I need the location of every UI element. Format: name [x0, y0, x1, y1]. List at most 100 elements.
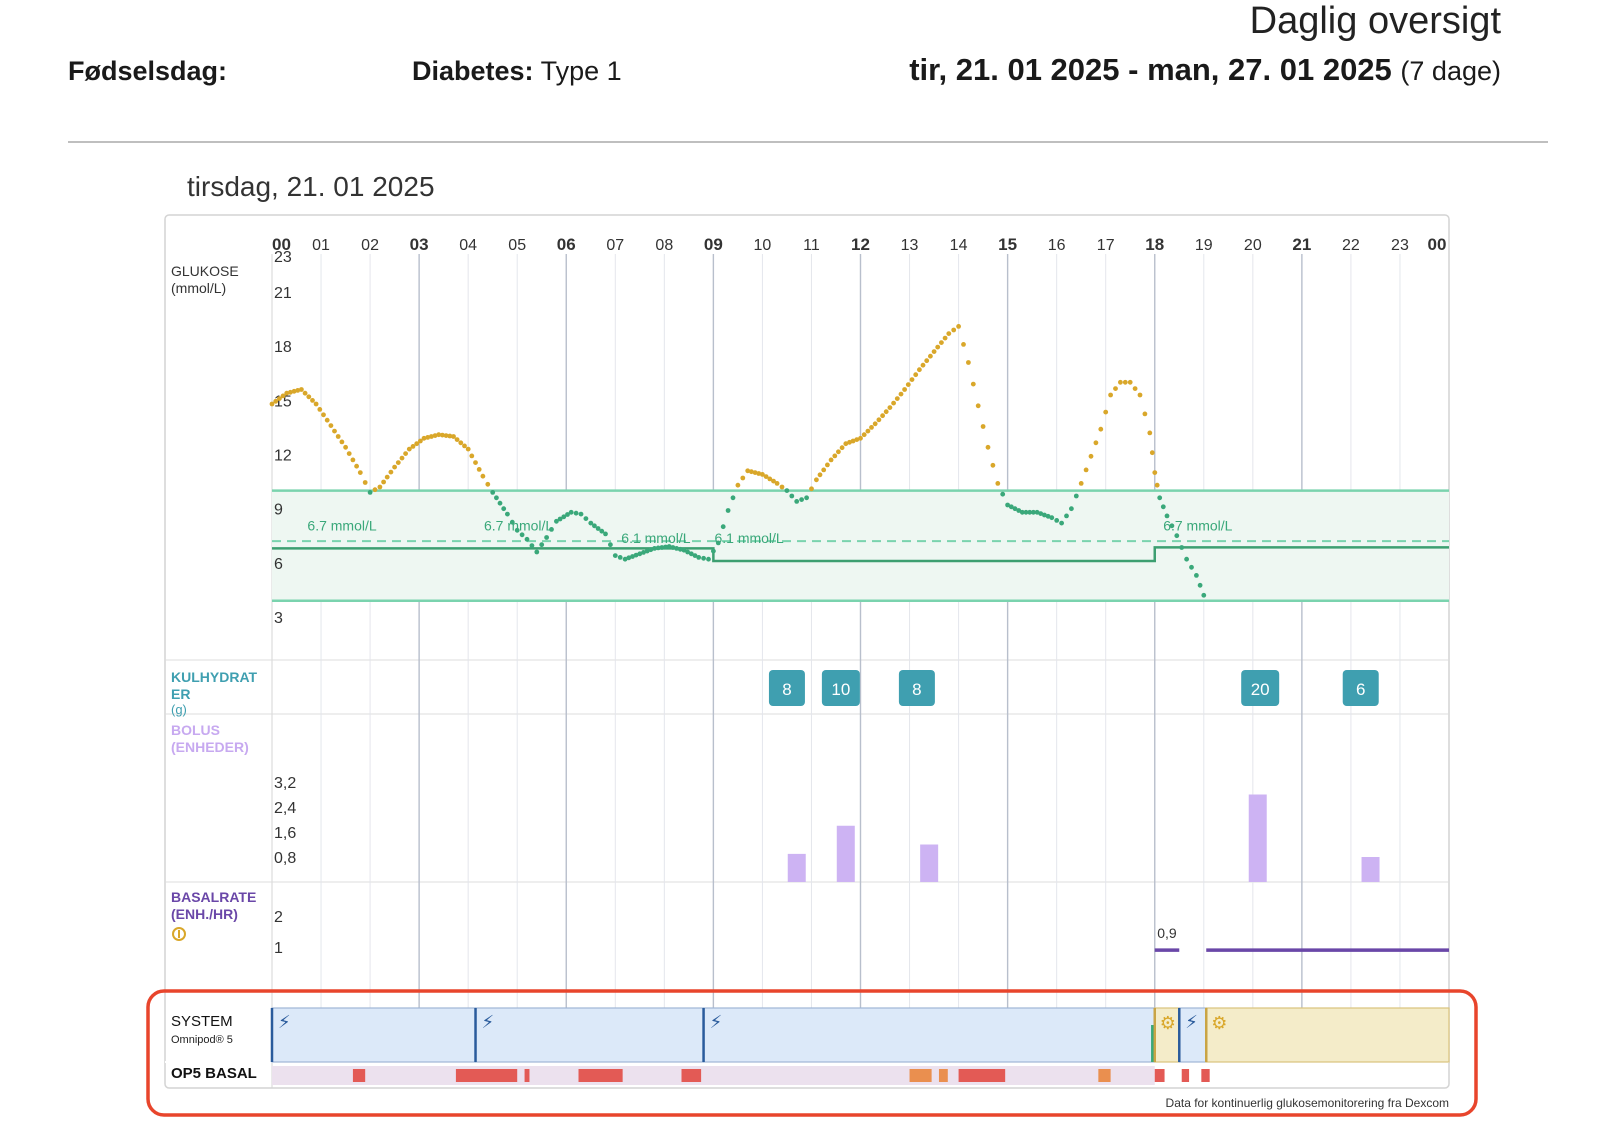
hour-tick-label: 00: [272, 235, 291, 254]
glucose-point: [1088, 453, 1094, 459]
basal-section-label: BASALRATE: [171, 889, 256, 905]
page-title: Daglig oversigt: [1249, 0, 1501, 42]
glucose-point: [529, 543, 535, 548]
glucose-point: [701, 555, 706, 561]
glucose-point: [985, 444, 991, 450]
glucose-point: [277, 396, 282, 401]
carb-entry-badge: [768, 670, 805, 706]
basal-y-tick: 1: [274, 940, 283, 957]
glucose-point: [454, 437, 460, 442]
glucose-point: [970, 381, 976, 387]
diabetes-label: Diabetes:: [412, 56, 534, 86]
glucose-point: [980, 424, 986, 429]
glucose-point: [1122, 379, 1128, 385]
glucose-point: [730, 495, 736, 501]
bolus-bar: [920, 844, 939, 882]
glucose-point: [1012, 506, 1018, 512]
glucose-point: [641, 550, 646, 555]
glucose-point: [696, 555, 702, 560]
glucose-point: [588, 520, 594, 526]
carb-entry-value: 6: [1356, 680, 1365, 699]
glucose-point: [876, 417, 882, 423]
chart-frame: [164, 214, 1450, 1089]
system-device-label: Omnipod® 5: [171, 1034, 233, 1046]
carb-entry-badge: [821, 670, 860, 706]
glucose-point: [354, 463, 359, 469]
glucose-point: [1078, 481, 1084, 486]
hour-tick-label: 11: [803, 237, 820, 254]
glucose-point: [839, 445, 845, 451]
glucose-point: [817, 472, 823, 478]
glucose-point: [1054, 518, 1060, 523]
glucose-point: [854, 437, 860, 442]
glucose-point: [794, 499, 800, 504]
bolus-bar: [836, 825, 855, 882]
hour-tick-label: 14: [950, 237, 968, 254]
glucose-point: [595, 526, 601, 531]
glucose-point: [666, 544, 672, 549]
glucose-point: [843, 441, 849, 447]
glucose-point: [280, 393, 286, 399]
hour-tick-label: 09: [704, 235, 723, 254]
glucose-point: [429, 434, 434, 439]
glucose-point: [346, 451, 352, 456]
glucose-point: [1059, 520, 1064, 526]
carb-entry-badge: [898, 670, 935, 706]
birthday-label: Fødselsdag:: [68, 56, 228, 86]
glucose-point: [1073, 493, 1079, 499]
glucose-point: [1083, 467, 1089, 473]
glucose-point: [692, 553, 698, 558]
glucose-point: [1169, 523, 1175, 529]
glucose-point: [1064, 513, 1069, 519]
glucose-point: [418, 438, 423, 444]
op5-suspended-bar: [524, 1069, 530, 1082]
glucose-point: [473, 460, 478, 465]
bolus-bar: [1361, 857, 1380, 882]
glucose-point: [858, 435, 863, 441]
glucose-point: [269, 401, 275, 407]
glucose-point: [568, 509, 574, 515]
target-annotation: 6.1 mmol/L: [714, 530, 783, 546]
glucose-point: [367, 490, 373, 495]
glucose-point: [677, 546, 683, 552]
system-automated-segment: [271, 1007, 477, 1063]
glucose-point: [774, 481, 780, 486]
day-title: tirsdag, 21. 01 2025: [187, 171, 435, 202]
glucose-point: [480, 473, 486, 479]
glucose-point: [1045, 513, 1051, 519]
carb-entry-value: 8: [912, 680, 921, 699]
system-automated-segment: [474, 1007, 705, 1063]
date-range-days: (7 dage): [1400, 56, 1501, 86]
glucose-point: [804, 495, 809, 501]
lightning-icon: ⚡: [278, 1012, 291, 1032]
target-glucose-line: [272, 546, 1449, 563]
glucose-point: [752, 470, 758, 475]
glucose-point: [399, 455, 405, 461]
glucose-point: [561, 514, 567, 520]
glucose-point: [350, 457, 356, 463]
glucose-point: [357, 470, 363, 475]
glucose-point: [961, 342, 966, 347]
hour-tick-label: 20: [1244, 237, 1262, 254]
glucose-point: [381, 479, 386, 485]
glucose-point: [706, 556, 711, 562]
glucose-y-tick: 9: [274, 502, 283, 519]
carb-entry-badge: [1342, 670, 1379, 706]
glucose-point: [935, 344, 941, 350]
glucose-point: [735, 482, 741, 488]
glucose-point: [494, 495, 499, 501]
glucose-point: [392, 464, 397, 470]
basal-y-tick: 2: [274, 909, 283, 926]
hour-tick-label: 23: [1391, 237, 1409, 254]
glucose-point: [1108, 392, 1113, 398]
glucose-point: [388, 469, 394, 475]
carbs-section-label: ER: [171, 686, 190, 702]
glucose-point: [644, 548, 650, 554]
glucose-point: [549, 527, 554, 532]
glucose-point: [321, 412, 326, 418]
op5-suspended-bar: [578, 1069, 623, 1082]
glucose-section-label: GLUKOSE: [171, 263, 239, 279]
carbs-unit-label: (g): [171, 702, 187, 717]
glucose-point: [891, 400, 896, 406]
glucose-point: [514, 527, 520, 533]
